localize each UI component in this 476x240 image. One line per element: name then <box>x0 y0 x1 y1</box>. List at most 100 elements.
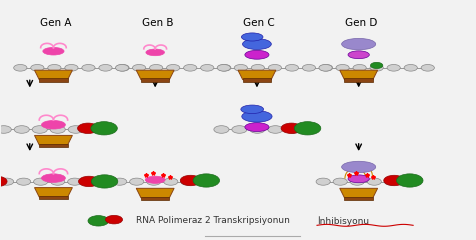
Circle shape <box>17 178 31 185</box>
Circle shape <box>34 178 48 185</box>
Circle shape <box>370 65 383 71</box>
Polygon shape <box>35 70 72 80</box>
Bar <box>141 197 169 200</box>
Circle shape <box>32 126 47 133</box>
Circle shape <box>250 126 265 133</box>
Ellipse shape <box>348 51 369 59</box>
Circle shape <box>218 65 231 71</box>
Circle shape <box>180 175 201 186</box>
Text: Gen A: Gen A <box>40 18 71 28</box>
Circle shape <box>68 126 83 133</box>
Circle shape <box>333 178 347 185</box>
Circle shape <box>217 65 230 71</box>
Ellipse shape <box>146 49 165 56</box>
Circle shape <box>91 175 118 188</box>
Circle shape <box>302 65 316 71</box>
Text: Gen D: Gen D <box>345 18 377 28</box>
Circle shape <box>113 178 127 185</box>
Bar <box>345 78 373 82</box>
Circle shape <box>251 65 265 71</box>
Circle shape <box>50 126 65 133</box>
Circle shape <box>184 65 197 71</box>
Circle shape <box>285 65 298 71</box>
Text: İnhibisyonu: İnhibisyonu <box>317 216 369 226</box>
Circle shape <box>99 65 112 71</box>
Circle shape <box>387 65 400 71</box>
Circle shape <box>132 65 146 71</box>
Circle shape <box>319 65 333 71</box>
Circle shape <box>78 123 99 133</box>
Circle shape <box>14 126 30 133</box>
Circle shape <box>0 126 11 133</box>
Circle shape <box>370 62 383 69</box>
Circle shape <box>14 65 27 71</box>
Circle shape <box>397 174 423 187</box>
Circle shape <box>116 65 129 71</box>
Circle shape <box>316 178 330 185</box>
Circle shape <box>268 126 283 133</box>
Circle shape <box>193 174 219 187</box>
Circle shape <box>268 65 281 71</box>
Circle shape <box>336 65 349 71</box>
Polygon shape <box>238 70 276 80</box>
Circle shape <box>106 215 122 224</box>
Text: RNA Polimeraz 2 Transkripsiyonun: RNA Polimeraz 2 Transkripsiyonun <box>136 216 293 225</box>
Circle shape <box>149 65 163 71</box>
Circle shape <box>82 65 95 71</box>
Circle shape <box>65 65 78 71</box>
Ellipse shape <box>41 174 65 182</box>
Circle shape <box>350 178 364 185</box>
Circle shape <box>48 65 61 71</box>
Circle shape <box>31 65 44 71</box>
Circle shape <box>0 178 14 185</box>
Polygon shape <box>35 135 72 145</box>
Circle shape <box>384 178 398 185</box>
Circle shape <box>214 126 229 133</box>
Circle shape <box>50 178 65 185</box>
Circle shape <box>116 65 129 71</box>
Ellipse shape <box>243 39 271 49</box>
Text: Gen B: Gen B <box>142 18 173 28</box>
Circle shape <box>129 178 144 185</box>
Circle shape <box>421 65 435 71</box>
Bar <box>39 196 68 199</box>
Circle shape <box>404 65 417 71</box>
Circle shape <box>384 175 405 186</box>
Ellipse shape <box>145 176 165 183</box>
Circle shape <box>281 123 302 133</box>
Circle shape <box>68 178 82 185</box>
Circle shape <box>164 178 178 185</box>
Circle shape <box>147 178 161 185</box>
Polygon shape <box>136 188 174 198</box>
Bar <box>243 78 271 82</box>
Polygon shape <box>340 188 377 198</box>
Ellipse shape <box>245 50 269 59</box>
Bar <box>39 144 68 147</box>
Circle shape <box>0 176 7 187</box>
Circle shape <box>319 65 332 71</box>
Circle shape <box>167 65 180 71</box>
Circle shape <box>200 65 214 71</box>
Ellipse shape <box>241 105 264 114</box>
Circle shape <box>88 216 109 226</box>
Circle shape <box>232 126 247 133</box>
Circle shape <box>353 65 366 71</box>
Circle shape <box>181 178 195 185</box>
Circle shape <box>91 122 117 135</box>
Circle shape <box>294 122 321 135</box>
Ellipse shape <box>348 175 369 183</box>
Polygon shape <box>136 70 174 80</box>
Text: Gen C: Gen C <box>243 18 275 28</box>
Circle shape <box>367 178 381 185</box>
Polygon shape <box>340 70 377 80</box>
Ellipse shape <box>241 33 263 41</box>
Circle shape <box>234 65 248 71</box>
Circle shape <box>102 178 116 185</box>
Ellipse shape <box>242 111 272 122</box>
Bar <box>345 197 373 200</box>
Ellipse shape <box>41 120 65 129</box>
Ellipse shape <box>342 38 376 50</box>
Bar <box>39 78 68 82</box>
Polygon shape <box>35 188 72 197</box>
Bar <box>141 78 169 82</box>
